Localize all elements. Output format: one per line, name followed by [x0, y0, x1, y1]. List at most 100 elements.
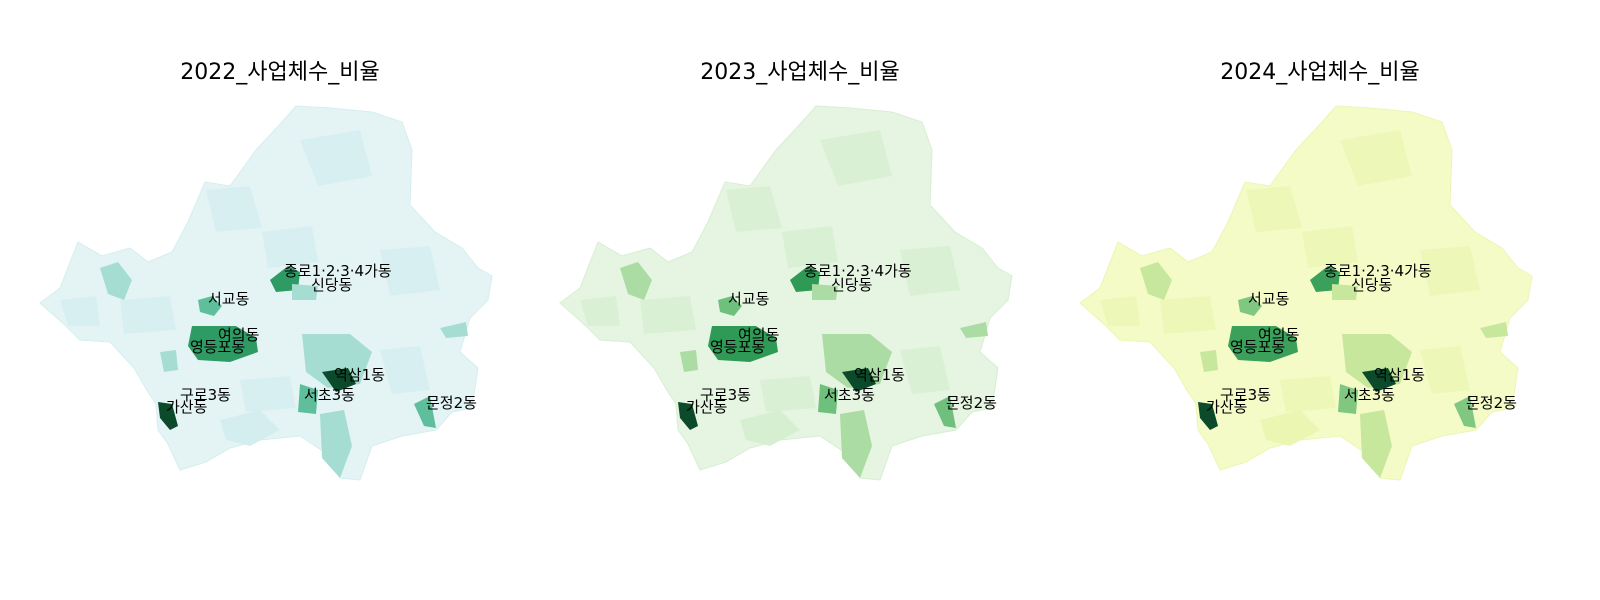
dong-label-munjeong2: 문정2동: [1466, 394, 1517, 412]
dong-label-seocho3: 서초3동: [1344, 386, 1395, 404]
dong-label-gasan: 가산동: [1206, 398, 1248, 416]
dong-label-sindang: 신당동: [831, 276, 873, 294]
district-yeouido: [708, 326, 778, 362]
district-guro: [160, 350, 178, 372]
district-yeoksam: [842, 368, 876, 392]
dong-label-yeoksam: 역삼1동: [1374, 366, 1425, 384]
dong-label-yeouido: 여의동: [218, 326, 260, 344]
dong-label-seogyo: 서교동: [208, 290, 250, 308]
district-cell: [726, 186, 782, 232]
district-songpa-east: [440, 322, 468, 338]
district-cell: [782, 226, 838, 268]
district-gangseo-west: [100, 262, 132, 300]
district-cell: [1160, 296, 1216, 334]
map-title: 2023_사업체수_비율: [700, 60, 900, 85]
district-sindang: [812, 284, 838, 300]
district-cell: [900, 346, 950, 394]
district-gasan: [678, 402, 698, 430]
district-munjeong: [934, 396, 956, 428]
district-seocho-south: [1360, 410, 1392, 478]
dong-label-yeongdeungpo: 영등포동: [710, 338, 765, 356]
district-songpa-east: [960, 322, 988, 338]
district-gwanak: [740, 410, 800, 446]
district-cell: [580, 296, 620, 326]
district-seocho-south: [840, 410, 872, 478]
district-guro: [680, 350, 698, 372]
dong-label-yeoksam: 역삼1동: [334, 366, 385, 384]
district-cell: [1246, 186, 1302, 232]
dong-label-yeongdeungpo: 영등포동: [190, 338, 245, 356]
dong-label-jongno: 종로1·2·3·4가동: [284, 262, 392, 280]
district-cell: [1340, 130, 1412, 186]
dong-label-jongno: 종로1·2·3·4가동: [804, 262, 912, 280]
district-gwanak: [220, 410, 280, 446]
district-cell: [760, 376, 816, 412]
district-gasan: [158, 402, 178, 430]
dong-label-seocho3: 서초3동: [304, 386, 355, 404]
district-cell: [120, 296, 176, 334]
district-sindang: [292, 284, 318, 300]
district-cell: [262, 226, 318, 268]
district-gangnam: [1342, 334, 1412, 388]
district-seogyo: [1238, 296, 1262, 316]
district-cell: [206, 186, 262, 232]
dong-label-sindang: 신당동: [311, 276, 353, 294]
district-cell: [1420, 246, 1480, 296]
district-cell: [1302, 226, 1358, 268]
dong-label-sindang: 신당동: [1351, 276, 1393, 294]
district-seocho: [1338, 384, 1358, 414]
dong-label-seocho3: 서초3동: [824, 386, 875, 404]
dong-label-seogyo: 서교동: [1248, 290, 1290, 308]
district-songpa-east: [1480, 322, 1508, 338]
district-seogyo: [198, 296, 222, 316]
district-cell: [60, 296, 100, 326]
map-title: 2024_사업체수_비율: [1220, 60, 1420, 85]
district-cell: [820, 130, 892, 186]
district-cell: [240, 376, 296, 412]
district-gangseo-west: [1140, 262, 1172, 300]
dong-label-guro3: 구로3동: [1220, 386, 1271, 404]
district-gangnam: [302, 334, 372, 388]
dong-label-gasan: 가산동: [166, 398, 208, 416]
district-cell: [300, 130, 372, 186]
district-seogyo: [718, 296, 742, 316]
district-cell: [1280, 376, 1336, 412]
map-title: 2022_사업체수_비율: [180, 60, 380, 85]
dong-label-munjeong2: 문정2동: [946, 394, 997, 412]
dong-label-jongno: 종로1·2·3·4가동: [1324, 262, 1432, 280]
district-seocho: [818, 384, 838, 414]
dong-label-yeoksam: 역삼1동: [854, 366, 905, 384]
dong-label-yeouido: 여의동: [738, 326, 780, 344]
district-gwanak: [1260, 410, 1320, 446]
dong-label-yeouido: 여의동: [1258, 326, 1300, 344]
district-munjeong: [414, 396, 436, 428]
dong-label-guro3: 구로3동: [180, 386, 231, 404]
district-cell: [1100, 296, 1140, 326]
dong-label-yeongdeungpo: 영등포동: [1230, 338, 1285, 356]
district-cell: [1420, 346, 1470, 394]
district-gangnam: [822, 334, 892, 388]
district-yeouido: [188, 326, 258, 362]
district-cell: [380, 346, 430, 394]
district-guro: [1200, 350, 1218, 372]
district-cell: [900, 246, 960, 296]
dong-label-gasan: 가산동: [686, 398, 728, 416]
district-munjeong: [1454, 396, 1476, 428]
dong-label-guro3: 구로3동: [700, 386, 751, 404]
district-yeoksam: [1362, 368, 1396, 392]
district-gasan: [1198, 402, 1218, 430]
district-seocho-south: [320, 410, 352, 478]
dong-label-munjeong2: 문정2동: [426, 394, 477, 412]
district-sindang: [1332, 284, 1358, 300]
district-yeoksam: [322, 368, 356, 392]
district-cell: [640, 296, 696, 334]
dong-label-seogyo: 서교동: [728, 290, 770, 308]
district-gangseo-west: [620, 262, 652, 300]
district-yeouido: [1228, 326, 1298, 362]
district-seocho: [298, 384, 318, 414]
